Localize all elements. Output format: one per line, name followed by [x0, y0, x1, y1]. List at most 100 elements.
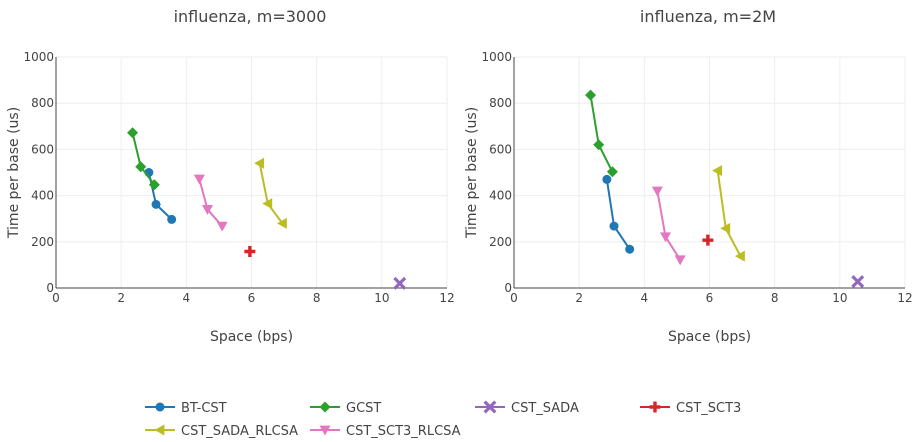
series-line-gcst — [131, 132, 156, 186]
data-point-cst-sada-rlcsa — [276, 217, 287, 229]
series-cst-sada — [393, 276, 407, 290]
x-tick-label: 4 — [641, 291, 649, 305]
legend-entry-cst-sct3-rlcsa: CST_SCT3_RLCSA — [310, 424, 461, 439]
x-tick-label: 0 — [510, 291, 518, 305]
legend-entry-cst-sada-rlcsa: CST_SADA_RLCSA — [145, 424, 298, 439]
legend-label: GCST — [346, 401, 381, 416]
data-point-cst-sct3 — [702, 234, 714, 246]
legend-entry-gcst: GCST — [310, 401, 381, 416]
legend-marker — [154, 424, 165, 436]
chart-title: influenza, m=2M — [640, 7, 776, 26]
data-point-cst-sct3-rlcsa — [216, 221, 228, 232]
series-line-cst-sada-rlcsa — [716, 170, 742, 257]
legend: BT-CST GCST CST_SADA CST_SCT3 CST_SADA_RLCSA… — [145, 400, 741, 439]
data-point-cst-sada — [851, 275, 865, 288]
legend-entry-bt-cst: BT-CST — [145, 401, 227, 416]
y-tick-label: 800 — [489, 96, 512, 110]
data-point-cst-sct3-rlcsa — [202, 205, 214, 215]
data-point-cst-sada-rlcsa — [254, 157, 265, 169]
series-line-cst-sada-rlcsa — [258, 163, 284, 224]
y-axis-title: Time per base (us) — [6, 107, 22, 239]
x-tick-label: 6 — [248, 291, 256, 305]
series-cst-sada — [851, 275, 865, 288]
y-tick-label: 1000 — [23, 50, 54, 64]
legend-label: CST_SADA_RLCSA — [181, 424, 298, 439]
data-point-bt-cst — [602, 174, 612, 184]
chart-panel-right: 0 2 4 6 8 10 12 0 200 400 600 800 1000 influenza, m=2… — [464, 7, 913, 345]
x-tick-label: 8 — [771, 291, 779, 305]
x-tick-label: 4 — [183, 291, 191, 305]
data-point-cst-sada-rlcsa — [262, 198, 273, 210]
legend-label: CST_SCT3 — [676, 401, 741, 416]
x-tick-label: 8 — [313, 291, 321, 305]
y-tick-label: 600 — [489, 142, 512, 156]
data-point-bt-cst — [151, 199, 161, 209]
data-point-cst-sada-rlcsa — [720, 222, 731, 234]
y-tick-label: 1000 — [481, 50, 512, 64]
data-point-bt-cst — [609, 221, 619, 231]
series-bt-cst — [602, 174, 635, 254]
data-point-cst-sct3-rlcsa — [660, 232, 672, 243]
legend-marker — [319, 401, 331, 413]
y-tick-label: 400 — [31, 189, 54, 203]
data-point-cst-sct3 — [244, 246, 256, 258]
series-line-cst-sct3-rlcsa — [198, 178, 223, 227]
data-point-gcst — [127, 127, 139, 139]
x-axis-title: Space (bps) — [210, 329, 293, 345]
legend-marker — [483, 400, 497, 414]
y-axis-title: Time per base (us) — [464, 107, 480, 239]
data-point-gcst — [135, 161, 147, 173]
data-point-cst-sct3-rlcsa — [651, 186, 663, 197]
y-tick-label: 200 — [31, 235, 54, 249]
data-point-cst-sada-rlcsa — [712, 165, 723, 177]
data-point-gcst — [585, 89, 597, 101]
data-point-cst-sct3-rlcsa — [193, 174, 205, 185]
series-line-cst-sct3-rlcsa — [656, 190, 682, 261]
data-point-gcst — [593, 139, 605, 151]
legend-entry-cst-sada: CST_SADA — [475, 400, 579, 416]
x-tick-label: 6 — [706, 291, 714, 305]
y-tick-label: 0 — [504, 281, 512, 295]
data-point-bt-cst — [167, 214, 177, 224]
legend-marker — [649, 401, 661, 413]
data-point-bt-cst — [625, 244, 635, 254]
chart-panel-left: 0 2 4 6 8 10 12 0 200 400 600 800 1000 influenza, m=3… — [6, 7, 455, 345]
x-tick-label: 12 — [439, 291, 454, 305]
legend-entry-cst-sct3: CST_SCT3 — [640, 401, 741, 416]
data-point-cst-sada-rlcsa — [734, 250, 745, 262]
series-gcst — [585, 89, 618, 178]
x-axis-title: Space (bps) — [668, 329, 751, 345]
x-tick-label: 12 — [897, 291, 912, 305]
y-tick-label: 600 — [31, 142, 54, 156]
series-cst-sada-rlcsa — [712, 165, 745, 262]
data-point-gcst — [148, 179, 160, 191]
legend-label: CST_SADA — [511, 401, 579, 416]
series-cst-sct3 — [244, 246, 256, 258]
legend-marker — [155, 402, 165, 412]
chart-title: influenza, m=3000 — [174, 7, 327, 26]
y-tick-label: 0 — [46, 281, 54, 295]
series-line-bt-cst — [605, 179, 631, 250]
series-gcst — [127, 127, 160, 191]
data-point-cst-sada — [393, 276, 407, 290]
series-cst-sct3-rlcsa — [193, 174, 228, 232]
x-tick-label: 10 — [374, 291, 389, 305]
y-tick-label: 800 — [31, 96, 54, 110]
data-point-cst-sct3-rlcsa — [674, 255, 686, 266]
series-cst-sct3 — [702, 234, 714, 246]
legend-marker — [319, 425, 331, 436]
legend-label: CST_SCT3_RLCSA — [346, 424, 461, 439]
x-tick-label: 2 — [117, 291, 125, 305]
x-tick-label: 10 — [832, 291, 847, 305]
series-cst-sct3-rlcsa — [651, 186, 686, 266]
x-tick-label: 2 — [575, 291, 583, 305]
series-cst-sada-rlcsa — [254, 157, 287, 229]
y-tick-label: 200 — [489, 235, 512, 249]
data-point-gcst — [606, 166, 618, 178]
x-tick-label: 0 — [52, 291, 60, 305]
y-tick-label: 400 — [489, 189, 512, 203]
series-line-gcst — [589, 94, 614, 173]
legend-label: BT-CST — [181, 401, 227, 416]
